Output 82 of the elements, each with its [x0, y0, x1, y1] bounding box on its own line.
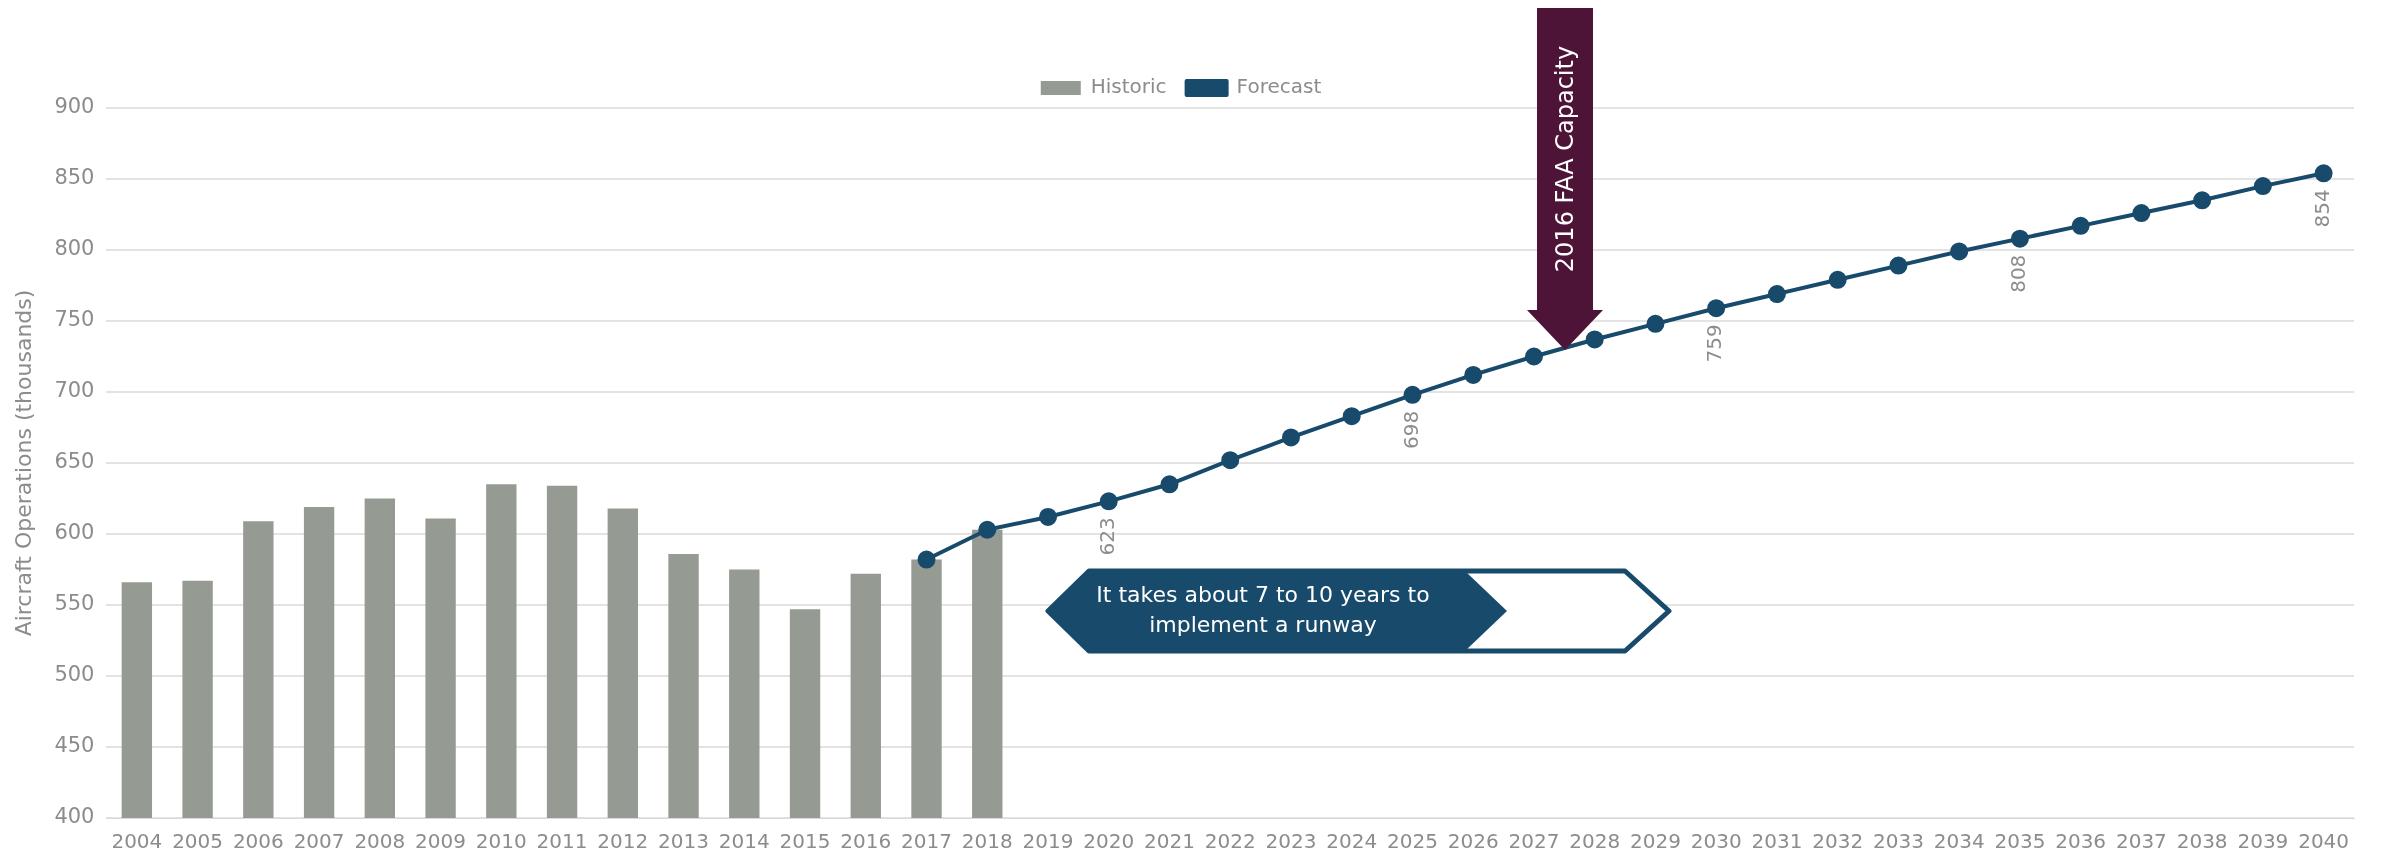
- x-tick-label: 2027: [1508, 829, 1560, 854]
- data-label: 854: [2309, 189, 2334, 228]
- x-tick-label: 2033: [1872, 829, 1924, 854]
- x-tick-label: 2039: [2237, 829, 2289, 854]
- point: [1828, 270, 1847, 289]
- x-tick-label: 2024: [1326, 829, 1378, 854]
- x-tick-label: 2032: [1812, 829, 1864, 854]
- x-tick-label: 2014: [718, 829, 770, 854]
- y-tick-label: 850: [54, 165, 95, 190]
- y-tick-label: 900: [54, 94, 95, 119]
- point: [1767, 285, 1786, 304]
- x-tick-label: 2013: [658, 829, 709, 854]
- y-tick-label: 800: [54, 236, 95, 261]
- y-tick-label: 600: [54, 520, 95, 545]
- x-tick-label: 2036: [2055, 829, 2107, 854]
- point: [1707, 299, 1726, 318]
- x-tick-label: 2019: [1022, 829, 1074, 854]
- data-label: 623: [1094, 517, 1119, 556]
- point: [1039, 507, 1058, 526]
- x-tick-label: 2028: [1569, 829, 1621, 854]
- x-tick-label: 2022: [1204, 829, 1256, 854]
- x-tick-label: 2015: [779, 829, 831, 854]
- x-tick-label: 2006: [232, 829, 284, 854]
- x-tick-label: 2040: [2298, 829, 2350, 854]
- data-label: 808: [2006, 254, 2031, 293]
- annotation: 2016 FAA Capacity: [1550, 44, 1580, 275]
- y-tick-label: 650: [54, 449, 95, 474]
- x-tick-label: 2023: [1265, 829, 1317, 854]
- x-tick-label: 2025: [1387, 829, 1438, 854]
- x-tick-label: 2026: [1447, 829, 1499, 854]
- point: [2132, 204, 2151, 223]
- x-tick-label: 2035: [1994, 829, 2046, 854]
- x-tick-label: 2034: [1933, 829, 1985, 854]
- x-tick-label: 2021: [1144, 829, 1195, 854]
- point: [1889, 256, 1908, 275]
- y-tick-label: 550: [54, 591, 95, 616]
- x-tick-label: 2020: [1083, 829, 1135, 854]
- y-tick-label: 700: [54, 378, 95, 403]
- point: [2193, 191, 2212, 210]
- x-tick-label: 2009: [415, 829, 467, 854]
- point: [2010, 229, 2029, 248]
- x-tick-label: 2038: [2176, 829, 2228, 854]
- x-tick-label: 2008: [354, 829, 406, 854]
- point: [1281, 428, 1300, 447]
- point: [1160, 475, 1179, 494]
- point: [1099, 492, 1118, 511]
- point: [2071, 216, 2090, 235]
- y-tick-label: 750: [54, 307, 95, 332]
- point: [1403, 385, 1422, 404]
- x-tick-label: 2007: [293, 829, 345, 854]
- point: [1342, 407, 1361, 426]
- x-tick-label: 2037: [2115, 829, 2167, 854]
- point: [1585, 330, 1604, 349]
- y-axis-title: Aircraft Operations (thousands): [10, 289, 36, 637]
- data-label: 698: [1398, 410, 1423, 450]
- x-tick-label: 2004: [111, 829, 163, 854]
- x-tick-label: 2030: [1690, 829, 1742, 854]
- point: [1221, 451, 1240, 470]
- x-tick-label: 2005: [172, 829, 224, 854]
- point: [2314, 164, 2333, 183]
- point: [917, 550, 936, 569]
- point: [978, 520, 997, 539]
- legend-label: Historic: [1090, 74, 1167, 99]
- x-tick-label: 2016: [840, 829, 892, 854]
- x-tick-label: 2012: [597, 829, 649, 854]
- x-tick-label: 2031: [1751, 829, 1803, 854]
- y-tick-label: 400: [54, 804, 95, 829]
- x-tick-label: 2029: [1629, 829, 1681, 854]
- x-tick-label: 2017: [901, 829, 952, 854]
- annotation: It takes about 7 to 10 years to implement a runway: [1095, 581, 1431, 639]
- legend-label: Forecast: [1236, 74, 1322, 99]
- point: [1646, 314, 1665, 333]
- x-tick-label: 2011: [536, 829, 588, 854]
- x-tick-label: 2018: [961, 829, 1013, 854]
- point: [2253, 177, 2272, 196]
- y-tick-label: 500: [54, 662, 95, 687]
- point: [1464, 365, 1483, 384]
- y-tick-label: 450: [54, 733, 95, 758]
- data-label: 759: [1702, 324, 1727, 363]
- x-tick-label: 2010: [475, 829, 527, 854]
- point: [1950, 242, 1969, 261]
- point: [1524, 347, 1543, 366]
